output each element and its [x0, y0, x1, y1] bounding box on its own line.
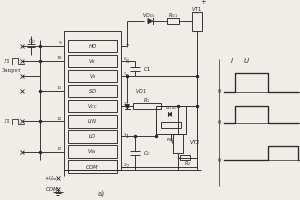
Text: $R_2$: $R_2$ — [184, 159, 191, 168]
Polygon shape — [148, 18, 153, 24]
Text: $V_S$: $V_S$ — [88, 72, 96, 81]
Text: $U$: $U$ — [243, 56, 250, 65]
Text: $V_B$: $V_B$ — [88, 57, 96, 66]
Text: 12: 12 — [56, 117, 62, 121]
Text: $COM$: $COM$ — [85, 163, 100, 171]
Text: 0: 0 — [218, 120, 221, 125]
Text: $HO$: $HO$ — [88, 42, 98, 50]
Text: $C1$: $C1$ — [143, 65, 152, 73]
Text: 13: 13 — [56, 147, 62, 151]
Bar — [68, 40, 117, 52]
Bar — [68, 160, 117, 173]
Text: $SD$: $SD$ — [88, 87, 97, 95]
Text: 5: 5 — [125, 74, 128, 79]
Text: $R_1$: $R_1$ — [143, 96, 151, 105]
Polygon shape — [125, 104, 130, 109]
Bar — [68, 100, 117, 112]
Text: 3: 3 — [125, 104, 128, 109]
Bar — [180, 155, 190, 160]
Text: 3: 3 — [124, 102, 127, 106]
Bar — [68, 70, 117, 82]
Bar — [156, 106, 186, 134]
Text: a): a) — [98, 189, 105, 197]
Text: 6: 6 — [125, 59, 128, 64]
Text: 2: 2 — [124, 163, 127, 167]
Text: 7: 7 — [125, 44, 128, 49]
Text: $+U_{пит}$: $+U_{пит}$ — [44, 174, 60, 183]
Text: $I$: $I$ — [230, 56, 233, 65]
Text: Л: Л — [3, 119, 9, 124]
Bar — [64, 31, 121, 170]
Text: $VT2$: $VT2$ — [189, 138, 200, 146]
Text: $LO$: $LO$ — [88, 132, 97, 140]
Text: $R_{G1}$: $R_{G1}$ — [168, 11, 178, 20]
Bar — [133, 103, 161, 109]
Bar — [68, 85, 117, 97]
Text: 9: 9 — [59, 41, 62, 45]
Text: 1: 1 — [125, 134, 128, 139]
Bar — [173, 134, 183, 153]
Text: $LIN$: $LIN$ — [87, 117, 98, 125]
Text: Л: Л — [3, 59, 9, 64]
Text: 1: 1 — [124, 133, 127, 137]
Polygon shape — [168, 112, 172, 116]
Bar — [68, 145, 117, 158]
Text: 10: 10 — [56, 56, 62, 60]
Text: $VT1$: $VT1$ — [191, 5, 203, 13]
Text: +: + — [201, 0, 206, 6]
Text: $C_D$: $C_D$ — [28, 37, 36, 46]
Text: Запрет: Запрет — [2, 68, 22, 73]
Text: $COM$: $COM$ — [46, 185, 60, 193]
Text: 6: 6 — [124, 57, 127, 61]
Bar — [161, 122, 181, 128]
Text: 0: 0 — [218, 158, 221, 163]
Text: $C_C$: $C_C$ — [143, 149, 152, 158]
Text: $V_{CC}$: $V_{CC}$ — [87, 102, 98, 111]
Bar — [68, 130, 117, 143]
Bar — [68, 55, 117, 67]
Text: 2: 2 — [125, 164, 128, 169]
Bar — [167, 18, 179, 24]
Text: $R_{G2}$: $R_{G2}$ — [167, 137, 176, 144]
Text: 0: 0 — [218, 89, 221, 94]
Text: $V_{SS}$: $V_{SS}$ — [87, 147, 98, 156]
Text: 11: 11 — [56, 86, 62, 90]
Bar — [192, 12, 202, 31]
Text: $VD1$: $VD1$ — [135, 87, 147, 95]
Text: $VD_{G1}$: $VD_{G1}$ — [142, 11, 156, 20]
Bar — [68, 115, 117, 128]
Text: $VD_{G2}$: $VD_{G2}$ — [165, 105, 177, 112]
Text: 5: 5 — [124, 72, 127, 76]
